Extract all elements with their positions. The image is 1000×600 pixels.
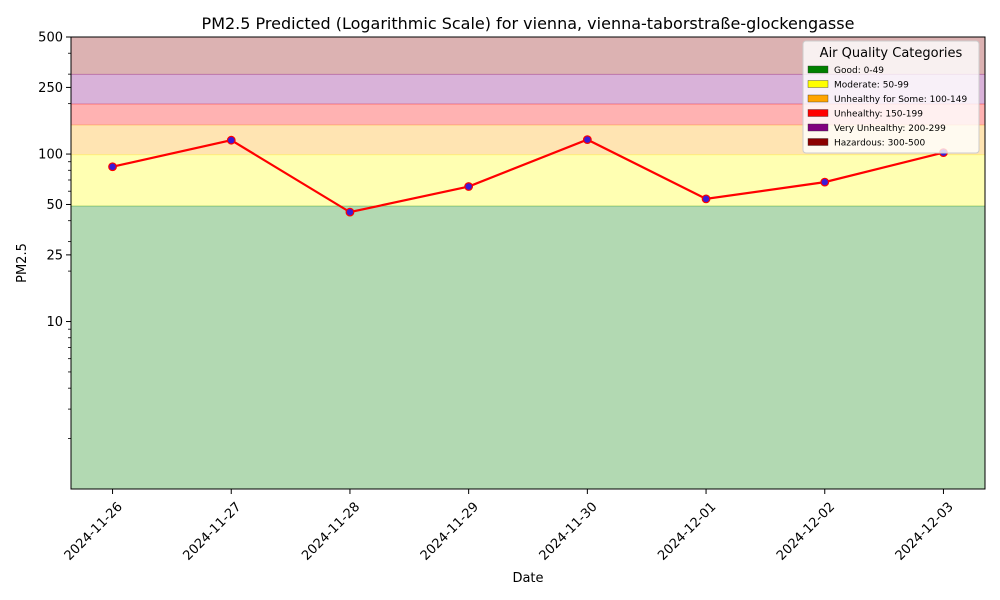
x-tick-label-0: 2024-11-26: [62, 500, 126, 564]
legend-title: Air Quality Categories: [820, 46, 963, 61]
legend-swatch-2: [807, 94, 829, 103]
x-tick-label-1: 2024-11-27: [180, 500, 244, 564]
data-point-4: [582, 135, 592, 144]
y-tick-label-4: 250: [38, 81, 63, 96]
legend: Air Quality Categories Good: 0-49 Moderat…: [802, 40, 980, 154]
series-line-0: [112, 138, 944, 214]
y-tick-label-1: 25: [46, 248, 63, 263]
legend-swatch-3: [807, 109, 829, 117]
legend-entry-0: Good: 0-49: [834, 66, 884, 76]
series-layer: [108, 135, 948, 217]
legend-box: [802, 40, 980, 154]
x-tick-label-6: 2024-12-02: [774, 500, 838, 564]
data-point-0: [108, 162, 117, 172]
y-axis-label: PM2.5: [15, 243, 30, 283]
legend-entry-4: Very Unhealthy: 200-299: [834, 124, 946, 134]
data-point-1: [226, 135, 236, 145]
y-axis-ticks: 10 25 50 100 250 500: [38, 31, 71, 439]
x-axis-ticks: 2024-11-26 2024-11-27 2024-11-28 2024-11-29…: [62, 489, 957, 564]
aqi-band-0: [71, 205, 985, 489]
chart-title: PM2.5 Predicted (Logarithmic Scale) for …: [202, 14, 855, 33]
x-tick-label-4: 2024-11-30: [537, 500, 601, 564]
legend-entry-5: Hazardous: 300-500: [834, 139, 925, 149]
aqi-band-3: [71, 104, 985, 126]
x-axis-label: Date: [512, 571, 543, 586]
data-point-3: [464, 182, 474, 191]
x-tick-label-5: 2024-12-01: [655, 500, 719, 564]
data-point-2: [345, 207, 355, 217]
legend-swatch-0: [807, 65, 829, 74]
plot-frame: [70, 36, 986, 490]
x-tick-label-7: 2024-12-03: [893, 500, 957, 564]
legend-swatch-5: [807, 138, 829, 146]
legend-entry-3: Unhealthy: 150-199: [834, 110, 923, 120]
data-point-5: [701, 194, 711, 204]
x-tick-label-2: 2024-11-28: [299, 500, 363, 564]
legend-entry-2: Unhealthy for Some: 100-149: [834, 95, 967, 105]
legend-swatch-4: [807, 123, 829, 132]
legend-entry-1: Moderate: 50-99: [834, 81, 909, 91]
y-tick-label-0: 10: [46, 315, 63, 330]
y-tick-label-5: 500: [38, 31, 63, 46]
x-tick-label-3: 2024-11-29: [418, 500, 482, 564]
data-point-6: [820, 177, 830, 187]
legend-swatch-1: [807, 80, 829, 88]
y-tick-label-2: 50: [46, 198, 63, 213]
y-tick-label-3: 100: [38, 148, 63, 163]
